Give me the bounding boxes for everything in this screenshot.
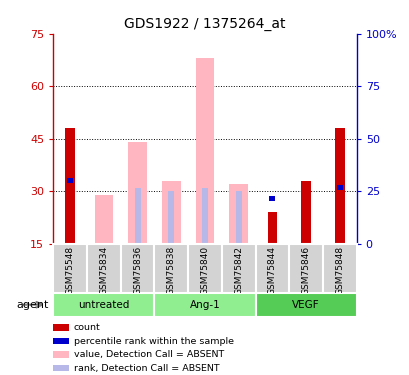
Text: GSM75836: GSM75836 [133,246,142,296]
Text: GSM75846: GSM75846 [301,246,310,296]
Text: GSM75844: GSM75844 [267,246,276,295]
Text: GSM75840: GSM75840 [200,246,209,296]
Bar [334,128,344,244]
Bar [94,195,113,244]
FancyBboxPatch shape [188,244,221,292]
Title: GDS1922 / 1375264_at: GDS1922 / 1375264_at [124,17,285,32]
FancyBboxPatch shape [87,244,120,292]
FancyBboxPatch shape [221,244,255,292]
Bar [195,58,214,244]
FancyBboxPatch shape [120,244,154,292]
Bar [235,191,241,244]
Text: count: count [74,323,101,332]
Bar [67,178,73,183]
Text: GSM75834: GSM75834 [99,246,108,296]
Bar [267,212,276,244]
Text: VEGF: VEGF [292,300,319,310]
Bar [162,181,180,244]
FancyBboxPatch shape [289,244,322,292]
Bar [229,184,247,244]
FancyBboxPatch shape [255,292,356,317]
FancyBboxPatch shape [53,244,87,292]
Text: GSM75838: GSM75838 [166,246,175,296]
Text: value, Detection Call = ABSENT: value, Detection Call = ABSENT [74,350,224,359]
FancyBboxPatch shape [53,292,154,317]
Text: agent: agent [17,300,49,310]
Bar [134,188,140,244]
Text: GSM75842: GSM75842 [234,246,243,295]
Text: GSM75848: GSM75848 [335,246,344,296]
Bar [128,142,146,244]
Text: rank, Detection Call = ABSENT: rank, Detection Call = ABSENT [74,364,219,373]
Bar [269,196,275,201]
FancyBboxPatch shape [154,244,188,292]
FancyBboxPatch shape [255,244,289,292]
Bar [65,128,75,244]
FancyBboxPatch shape [154,292,255,317]
FancyBboxPatch shape [322,244,356,292]
Text: untreated: untreated [78,300,129,310]
Bar [302,191,308,244]
Bar [53,365,69,372]
Bar [168,191,174,244]
Bar [53,351,69,358]
Bar [301,181,310,244]
Bar [336,185,342,190]
Text: percentile rank within the sample: percentile rank within the sample [74,336,234,345]
Bar [202,188,207,244]
Bar [53,324,69,331]
Text: Ang-1: Ang-1 [189,300,220,310]
Bar [53,338,69,344]
Text: GSM75548: GSM75548 [65,246,74,296]
